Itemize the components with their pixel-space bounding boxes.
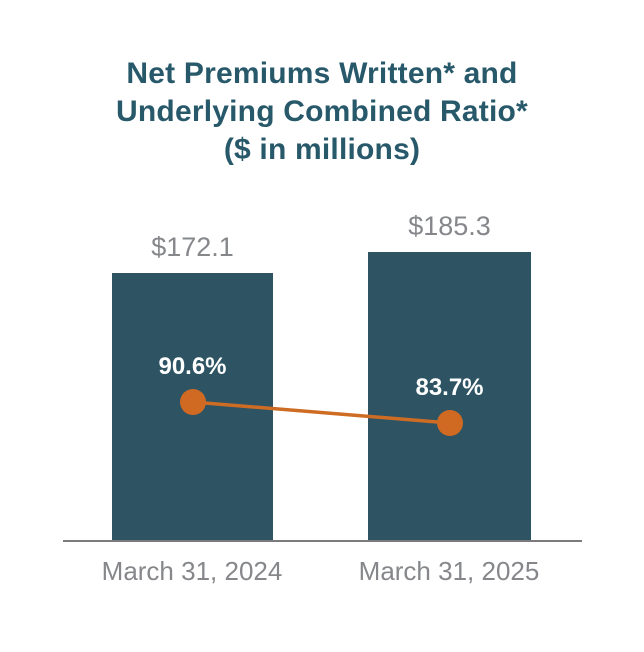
ratio-marker-2024 [179,388,206,415]
ratio-label-2024: 90.6% [158,352,227,380]
bar-value-label-2025: $185.3 [408,211,491,242]
ratio-label-2025: 83.7% [415,373,484,401]
x-axis-label-2024: March 31, 2024 [101,556,283,586]
x-axis-line [63,540,582,542]
bar-value-label-2024: $172.1 [151,231,234,262]
bar-march-2025 [368,252,531,541]
chart-title: Net Premiums Written* and Underlying Com… [116,57,528,166]
x-axis-label-2025: March 31, 2025 [358,556,540,586]
ratio-marker-2025 [436,409,463,436]
